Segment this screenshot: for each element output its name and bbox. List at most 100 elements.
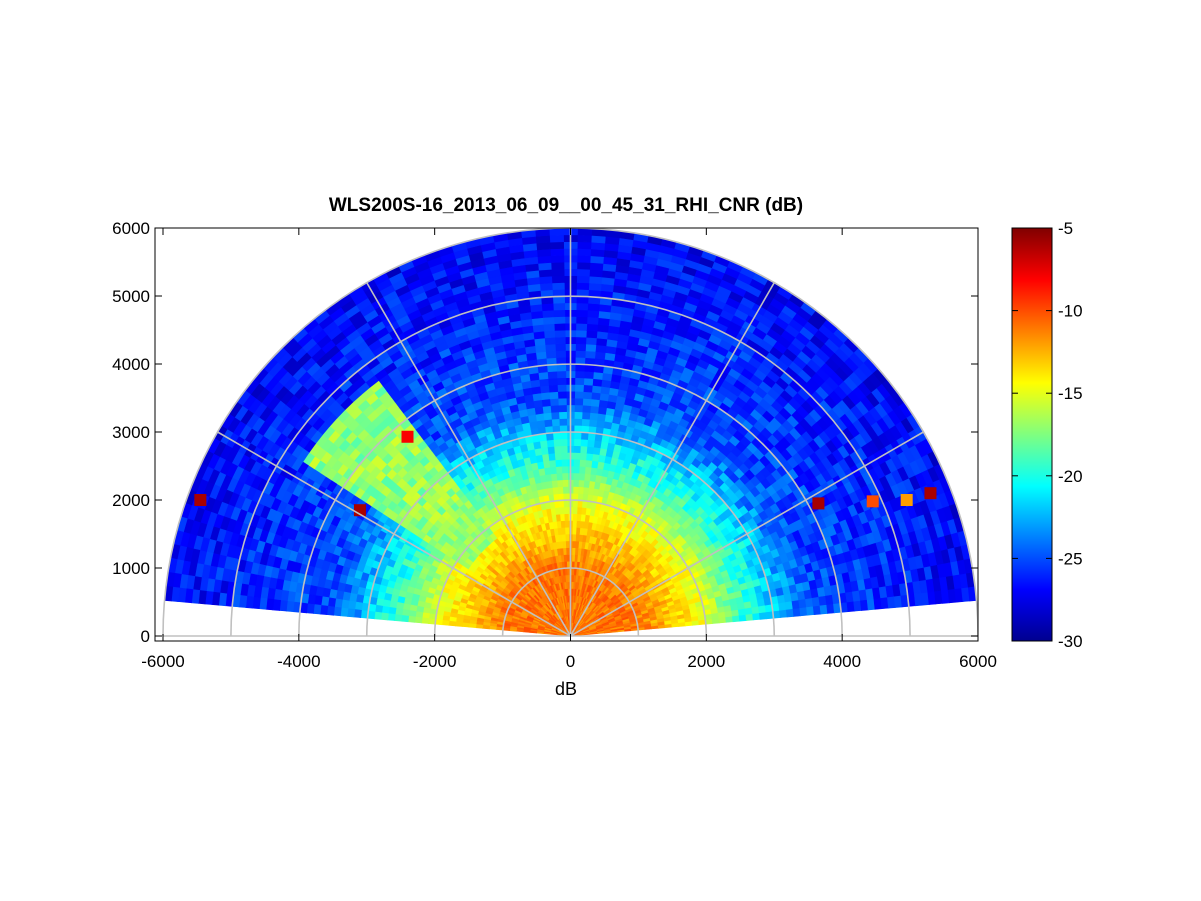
scan-cell [572,499,578,508]
scan-cell [562,492,569,501]
scan-cell [551,282,565,290]
scan-cell [826,603,835,614]
scan-cell [571,554,576,562]
scan-cell [745,613,754,621]
scan-cell [576,261,591,270]
scan-cell [576,275,590,284]
scan-cell [553,438,561,447]
scan-cell [583,377,594,386]
scan-cell [549,241,565,250]
scan-cell [557,486,564,495]
scan-cell [542,316,555,325]
scan-cell [448,620,457,627]
scan-cell [482,624,490,630]
scan-cell [575,343,587,352]
scan-cell [542,405,552,414]
scan-cell [583,370,594,379]
scan-cell [550,261,565,270]
scan-cell [571,547,576,555]
scan-cell [475,624,484,629]
scan-cell [585,336,597,346]
scan-cell [575,302,589,311]
scan-cell [563,513,569,521]
scan-cell [752,612,761,621]
scan-cell [588,275,603,285]
scan-cell [575,520,581,528]
scan-cell [572,472,580,481]
scan-cell [576,241,592,250]
scan-cell [326,605,335,616]
scan-cell [547,377,558,386]
scan-cell [806,605,815,616]
scan-cell [579,452,587,461]
scan-cell [538,275,553,285]
scan-cell [546,445,555,455]
scan-cell [542,412,552,421]
scan-cell [573,465,580,474]
scan-cell [819,604,828,615]
scan-cell [441,619,450,626]
scan-cell [590,235,606,244]
scan-cell [333,606,342,617]
scan-cell [537,255,552,264]
scan-cell [495,626,504,631]
scan-cell [593,439,602,449]
scan-cell [560,458,568,467]
scan-cell [374,604,384,614]
scan-cell [548,459,557,468]
scan-cell [572,479,579,487]
scan-cell [576,268,591,277]
scan-cell [346,608,356,618]
scan-cell [560,452,568,460]
scan-cell [579,445,588,454]
scan-cell [563,499,569,508]
scan-cell [589,405,599,414]
scan-cell [538,378,549,387]
scan-cell [589,268,603,278]
scan-cell [557,390,567,399]
scan-cell [547,370,558,379]
scan-cell [589,262,604,271]
scan-cell [560,445,568,453]
scan-cell [558,404,567,413]
scan-cell [550,268,565,277]
scan-cell [380,612,389,621]
scan-cell [394,614,403,622]
scan-cell [538,268,552,278]
scan-cell [590,241,606,251]
scan-cell [555,465,563,474]
scan-cell [555,350,566,358]
scan-cell [581,418,590,427]
scan-cell [584,459,593,468]
scan-cell [574,397,584,406]
scan-cell [578,479,585,488]
scan-cell [576,513,582,522]
scan-cell [401,614,410,623]
scan-cell [583,473,591,482]
scan-cell [561,472,569,481]
scan-cell [582,384,593,393]
scan-cell [537,371,549,380]
scan-cell [573,438,582,447]
scan-cell [580,438,588,447]
scan-cell [585,330,598,339]
scan-cell [572,492,579,501]
scan-cell [461,622,470,628]
scan-cell [576,506,583,515]
scan-cell [572,486,579,494]
scan-cell [589,412,599,421]
scan-cell [578,472,586,481]
scan-cell [509,628,517,632]
scan-cell [556,479,563,488]
scan-cell [353,609,362,618]
scan-cell [548,391,559,400]
scan-cell [554,459,562,467]
scan-cell [586,445,595,455]
scan-cell [535,235,551,244]
scan-cell [584,466,592,475]
scan-cell [502,627,511,631]
scan-cell [582,391,593,400]
scan-cell [571,540,576,549]
scan-cell [414,616,423,624]
scan-cell [572,520,577,528]
